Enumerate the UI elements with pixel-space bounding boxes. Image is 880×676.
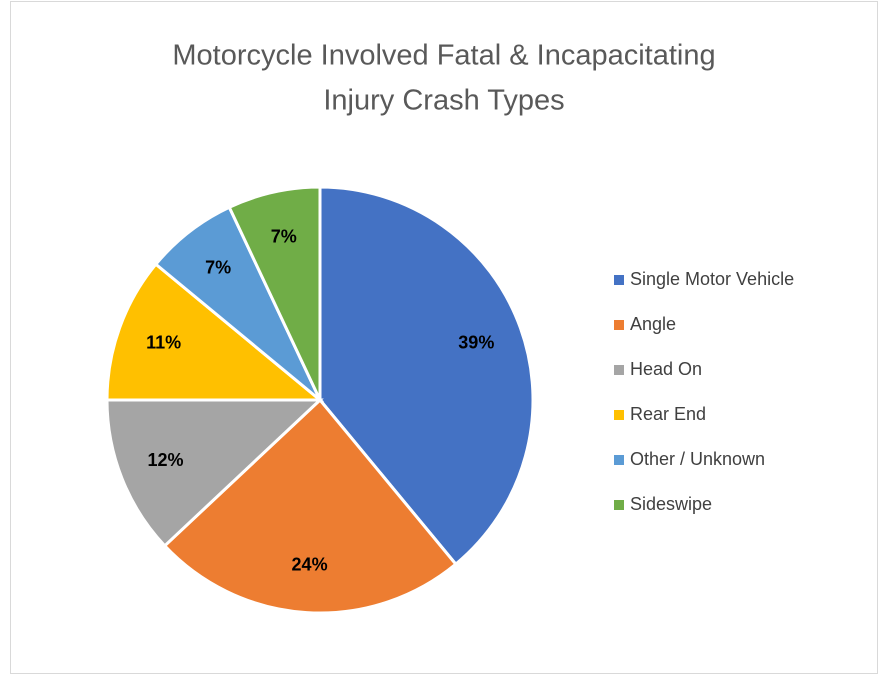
legend-label: Head On bbox=[630, 359, 702, 379]
legend-swatch bbox=[614, 455, 624, 465]
legend-label: Other / Unknown bbox=[630, 449, 765, 469]
data-label: 11% bbox=[146, 332, 181, 352]
chart-title: Injury Crash Types bbox=[323, 85, 564, 117]
legend-label: Single Motor Vehicle bbox=[630, 269, 794, 289]
pie-slice bbox=[105, 262, 325, 402]
chart-title: Motorcycle Involved Fatal & Incapacitati… bbox=[172, 40, 715, 72]
legend-label: Sideswipe bbox=[630, 494, 712, 514]
pie-slice bbox=[318, 185, 535, 567]
data-label: 12% bbox=[148, 450, 184, 470]
pie-slice bbox=[105, 398, 324, 548]
pie-slice bbox=[227, 185, 322, 401]
legend-label: Angle bbox=[630, 314, 676, 334]
legend-label: Rear End bbox=[630, 404, 706, 424]
legend-swatch bbox=[614, 365, 624, 375]
data-label: 7% bbox=[205, 257, 231, 277]
data-label: 7% bbox=[271, 227, 297, 247]
pie-slice bbox=[162, 397, 458, 615]
data-label: 24% bbox=[292, 555, 328, 575]
legend-swatch bbox=[614, 320, 624, 330]
legend-swatch bbox=[614, 410, 624, 420]
data-label: 39% bbox=[458, 332, 494, 352]
legend-swatch bbox=[614, 500, 624, 510]
legend-swatch bbox=[614, 275, 624, 285]
